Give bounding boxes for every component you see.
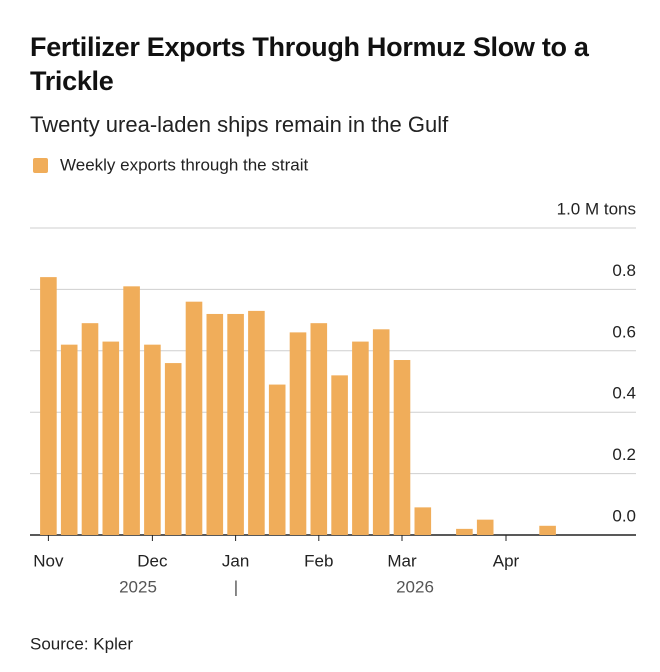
year-label: | (234, 577, 238, 596)
bar (60, 344, 78, 535)
bar (81, 323, 99, 535)
bar (352, 341, 369, 535)
bar (102, 341, 120, 535)
x-tick-label: Jan (222, 551, 249, 570)
bar (164, 363, 182, 535)
y-tick-label: 0.6 (612, 322, 636, 341)
bar (268, 384, 286, 535)
source: Source: Kpler (30, 634, 133, 653)
x-tick-label: Feb (304, 551, 333, 570)
y-tick-label: 0.0 (612, 506, 636, 525)
x-tick-label: Nov (33, 551, 64, 570)
legend-label: Weekly exports through the strait (60, 155, 308, 174)
bar (414, 507, 432, 535)
chart-subtitle: Twenty urea-laden ships remain in the Gu… (30, 112, 449, 137)
bar (144, 344, 161, 535)
bar (310, 323, 328, 535)
y-tick-label: 0.2 (612, 445, 636, 464)
bar (227, 313, 244, 535)
x-tick-label: Apr (493, 551, 520, 570)
bar (393, 360, 411, 535)
bar (456, 528, 473, 535)
y-tick-label: 0.8 (612, 261, 636, 280)
x-tick-label: Mar (387, 551, 417, 570)
bar (476, 519, 494, 535)
bar (331, 375, 348, 535)
bar (206, 313, 224, 535)
chart-title: Fertilizer Exports Through Hormuz Slow t… (30, 32, 589, 96)
bar (123, 286, 140, 535)
year-label: 2026 (396, 577, 434, 596)
x-tick-label: Dec (137, 551, 168, 570)
legend-swatch (33, 158, 48, 173)
bar (539, 525, 556, 535)
bar (289, 332, 307, 535)
bar (185, 301, 203, 535)
bar (372, 329, 390, 535)
bar (248, 310, 265, 535)
y-tick-label: 1.0 M tons (557, 199, 636, 218)
y-tick-label: 0.4 (612, 384, 636, 403)
bar (40, 277, 57, 535)
year-label: 2025 (119, 577, 157, 596)
